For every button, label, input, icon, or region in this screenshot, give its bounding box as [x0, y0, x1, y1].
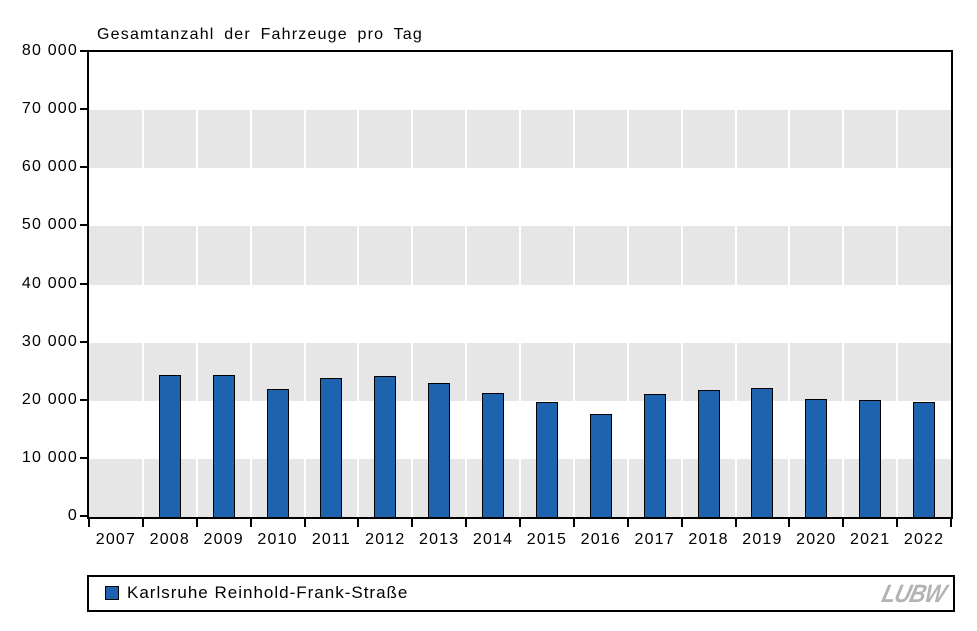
- x-axis-label: 2018: [688, 531, 729, 548]
- y-axis-tick: [80, 282, 87, 285]
- bar-2012: [374, 376, 397, 517]
- bar-2010: [266, 389, 289, 517]
- y-axis-label: 20 000: [21, 390, 78, 408]
- x-axis-tick: [195, 519, 198, 527]
- column-separator: [842, 52, 845, 517]
- x-axis-tick: [842, 519, 845, 527]
- bar-2019: [751, 388, 774, 517]
- legend-box: Karlsruhe Reinhold-Frank-Straße LUBW: [87, 575, 955, 612]
- bar-2011: [320, 378, 343, 517]
- x-axis-label: 2007: [95, 531, 137, 548]
- x-axis-tick: [626, 519, 629, 527]
- column-separator: [788, 52, 791, 517]
- column-separator: [572, 52, 575, 517]
- column-separator: [465, 52, 468, 517]
- bar-2018: [697, 390, 720, 517]
- x-axis-tick: [519, 519, 521, 527]
- x-axis-tick: [357, 519, 360, 527]
- column-separator: [195, 52, 198, 517]
- column-separator: [249, 52, 252, 517]
- y-axis-label: 0: [67, 507, 78, 524]
- x-axis-label: 2012: [365, 531, 406, 548]
- y-axis-label: 10 000: [21, 448, 78, 466]
- column-separator: [734, 52, 737, 517]
- column-separator: [626, 52, 629, 517]
- x-axis-label: 2019: [742, 531, 783, 548]
- x-axis-tick: [680, 519, 683, 527]
- bar-2017: [643, 394, 666, 517]
- x-axis-tick: [572, 519, 575, 527]
- bar-2022: [913, 402, 936, 517]
- x-axis-label: 2011: [311, 531, 352, 548]
- y-axis-label: 70 000: [21, 100, 78, 118]
- bar-2020: [805, 399, 828, 517]
- bar-2014: [482, 393, 505, 517]
- x-axis-label: 2009: [203, 531, 244, 548]
- column-separator: [357, 52, 360, 517]
- y-axis-tick: [80, 224, 87, 227]
- y-axis-label: 50 000: [21, 216, 78, 234]
- y-axis-tick: [80, 515, 87, 517]
- y-axis-label: 60 000: [21, 158, 78, 176]
- legend-swatch: [105, 586, 119, 600]
- y-axis-tick: [80, 456, 87, 459]
- bar-2008: [158, 375, 181, 517]
- x-axis-tick: [303, 519, 306, 527]
- x-axis-label: 2020: [796, 531, 837, 548]
- bar-2021: [859, 400, 882, 517]
- x-axis-tick: [950, 519, 952, 527]
- y-axis-label: 40 000: [21, 274, 78, 292]
- x-axis-tick: [734, 519, 737, 527]
- bar-2015: [535, 402, 558, 517]
- legend-label: Karlsruhe Reinhold-Frank-Straße: [127, 583, 409, 602]
- column-separator: [141, 52, 144, 517]
- lubw-logo: LUBW: [879, 580, 949, 608]
- plot-area: [87, 50, 953, 519]
- x-axis-label: 2013: [418, 531, 460, 548]
- x-axis-tick: [411, 519, 414, 527]
- y-axis-label: 80 000: [21, 42, 78, 59]
- column-separator: [411, 52, 414, 517]
- bar-2013: [428, 383, 451, 517]
- y-axis-tick: [80, 340, 87, 343]
- x-axis-label: 2008: [149, 531, 191, 548]
- x-axis-tick: [896, 519, 899, 527]
- column-separator: [896, 52, 899, 517]
- x-axis-label: 2015: [526, 531, 568, 548]
- x-axis-tick: [465, 519, 468, 527]
- x-axis-tick: [141, 519, 144, 527]
- y-axis-tick: [80, 108, 87, 111]
- bar-2009: [212, 375, 235, 517]
- y-axis-tick: [80, 166, 87, 169]
- y-axis-tick: [80, 50, 87, 52]
- column-separator: [303, 52, 306, 517]
- y-axis-tick: [80, 398, 87, 401]
- column-separator: [680, 52, 683, 517]
- x-axis-tick: [788, 519, 791, 527]
- x-axis-tick: [88, 519, 90, 527]
- x-axis-label: 2017: [634, 531, 675, 548]
- column-separator: [519, 52, 521, 517]
- chart-title: Gesamtanzahl der Fahrzeuge pro Tag: [97, 26, 423, 43]
- x-axis-label: 2014: [472, 531, 514, 548]
- x-axis-label: 2021: [849, 531, 891, 548]
- x-axis-label: 2022: [903, 531, 945, 548]
- y-axis-label: 30 000: [21, 332, 78, 350]
- x-axis-tick: [249, 519, 252, 527]
- bar-2016: [589, 414, 612, 517]
- x-axis-label: 2016: [580, 531, 622, 548]
- x-axis-label: 2010: [257, 531, 298, 548]
